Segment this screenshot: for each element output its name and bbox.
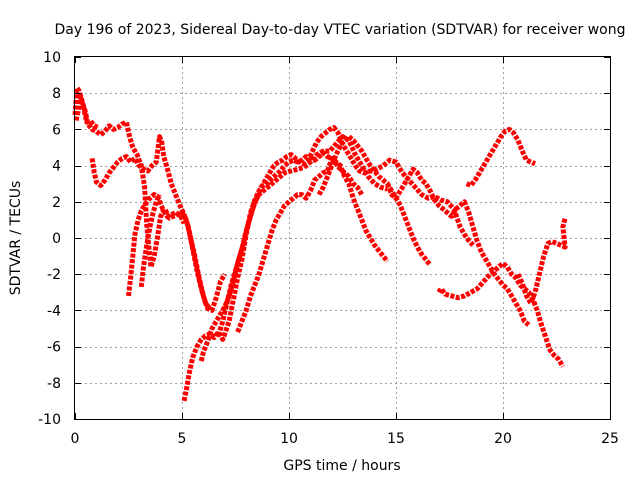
y-tick-label: -4 (47, 303, 61, 319)
y-axis-label: SDTVAR / TECUs (8, 181, 24, 296)
data-series (72, 85, 568, 402)
y-tick-label: 10 (43, 50, 61, 66)
y-tick-label: 0 (52, 231, 61, 247)
x-tick-label: 10 (280, 431, 298, 447)
y-tick-label: -8 (47, 376, 61, 392)
series-track (73, 94, 100, 130)
series-track (72, 85, 227, 313)
axis-ticks: 0 5 10 15 20 25 -10 -8 -6 -4 -2 0 2 4 6 8 10 (38, 50, 619, 447)
series-track (216, 125, 475, 337)
chart-title: Day 196 of 2023, Sidereal Day-to-day VTE… (55, 22, 626, 38)
series-track (515, 217, 568, 306)
y-tick-label: 4 (52, 159, 61, 175)
series-track (89, 134, 212, 311)
series-track (138, 193, 162, 288)
x-tick-label: 5 (178, 431, 187, 447)
x-tick-label: 15 (387, 431, 405, 447)
x-tick-label: 0 (71, 431, 80, 447)
y-tick-label: 2 (52, 195, 61, 211)
plot-frame (74, 56, 611, 420)
x-tick-label: 20 (494, 431, 512, 447)
series-track (126, 192, 187, 297)
y-tick-label: 6 (52, 122, 61, 138)
y-tick-label: -10 (38, 412, 61, 428)
series-track (235, 155, 390, 334)
series-track (316, 134, 433, 267)
x-tick-label: 25 (601, 431, 619, 447)
y-tick-label: -6 (47, 340, 61, 356)
x-axis-label: GPS time / hours (283, 458, 400, 474)
y-tick-label: -2 (47, 267, 61, 283)
series-track (465, 126, 537, 188)
y-tick-label: 8 (52, 86, 61, 102)
series-track (181, 150, 364, 402)
series-track (436, 260, 566, 368)
series-track (385, 166, 531, 327)
